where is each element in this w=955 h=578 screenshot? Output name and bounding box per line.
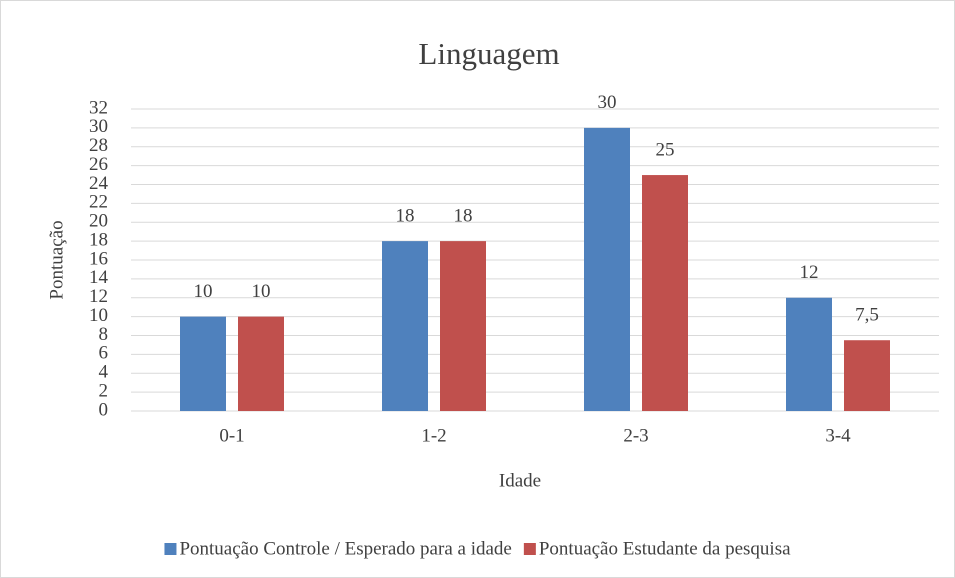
y-tick-label: 28 bbox=[89, 135, 108, 156]
x-tick-label: 0-1 bbox=[219, 425, 244, 446]
legend-label: Pontuação Controle / Esperado para a ida… bbox=[179, 538, 511, 559]
legend-label: Pontuação Estudante da pesquisa bbox=[539, 538, 791, 559]
y-tick-label: 20 bbox=[89, 211, 108, 232]
data-label: 10 bbox=[252, 281, 271, 302]
data-label: 25 bbox=[656, 139, 675, 160]
bar bbox=[180, 316, 226, 411]
y-tick-label: 4 bbox=[99, 362, 109, 383]
bar bbox=[382, 241, 428, 411]
y-tick-label: 6 bbox=[99, 343, 109, 364]
y-tick-label: 16 bbox=[89, 248, 108, 269]
legend-swatch bbox=[164, 543, 177, 555]
data-label: 18 bbox=[396, 205, 415, 226]
y-tick-label: 14 bbox=[89, 267, 109, 288]
data-label: 7,5 bbox=[855, 305, 879, 326]
y-tick-label: 26 bbox=[89, 154, 108, 175]
x-axis-title: Idade bbox=[499, 470, 541, 491]
y-axis-title: Pontuação bbox=[46, 220, 67, 299]
x-tick-label: 2-3 bbox=[623, 425, 648, 446]
data-label: 30 bbox=[598, 92, 617, 113]
bar bbox=[238, 316, 284, 411]
y-tick-label: 12 bbox=[89, 286, 108, 307]
data-label: 12 bbox=[800, 262, 819, 283]
x-tick-label: 3-4 bbox=[825, 425, 851, 446]
chart-title: Linguagem bbox=[418, 36, 559, 71]
x-tick-label: 1-2 bbox=[421, 425, 446, 446]
y-tick-label: 2 bbox=[99, 380, 109, 401]
legend-swatch bbox=[523, 543, 536, 555]
y-tick-label: 22 bbox=[89, 192, 108, 213]
data-label: 10 bbox=[194, 281, 213, 302]
y-tick-label: 0 bbox=[99, 399, 109, 420]
y-tick-label: 18 bbox=[89, 229, 108, 250]
y-tick-label: 32 bbox=[89, 97, 108, 118]
y-tick-label: 10 bbox=[89, 305, 108, 326]
y-tick-label: 24 bbox=[89, 173, 109, 194]
bar bbox=[440, 241, 486, 411]
bar bbox=[786, 297, 832, 411]
data-label: 18 bbox=[454, 205, 473, 226]
bar bbox=[584, 127, 630, 411]
bar bbox=[844, 340, 890, 411]
y-tick-label: 8 bbox=[99, 324, 109, 345]
bar bbox=[642, 175, 688, 411]
y-tick-label: 30 bbox=[89, 116, 108, 137]
